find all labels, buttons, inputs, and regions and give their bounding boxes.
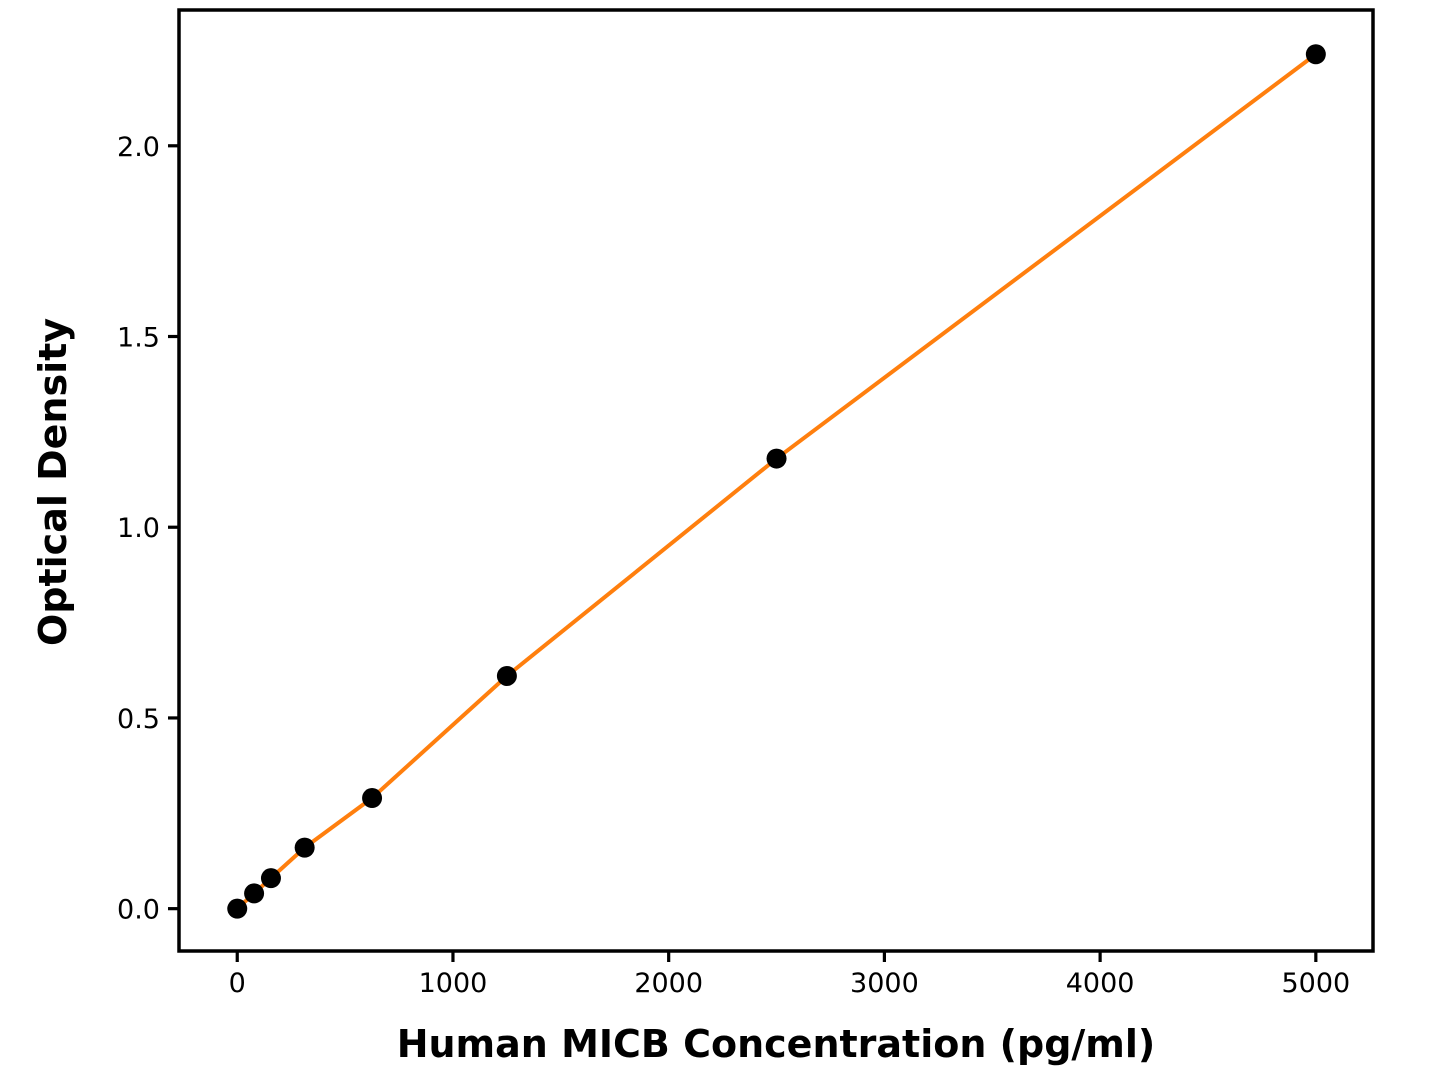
data-point bbox=[766, 448, 787, 469]
y-tick-label: 1.0 bbox=[117, 513, 160, 544]
data-point bbox=[1305, 44, 1326, 65]
data-point bbox=[294, 837, 315, 858]
y-tick-label: 1.5 bbox=[117, 323, 160, 354]
y-axis-label: Optical Density bbox=[31, 318, 75, 646]
x-tick-label: 0 bbox=[229, 968, 246, 999]
standard-curve-line bbox=[235, 52, 1318, 911]
y-tick-label: 0.0 bbox=[117, 895, 160, 926]
data-point bbox=[260, 868, 281, 889]
x-tick-label: 4000 bbox=[1066, 968, 1135, 999]
data-point bbox=[227, 898, 248, 919]
x-axis-label: Human MICB Concentration (pg/ml) bbox=[397, 1022, 1156, 1066]
x-axis: 0 1000 2000 3000 4000 5000 bbox=[229, 951, 1350, 999]
data-point bbox=[244, 883, 265, 904]
data-point bbox=[496, 665, 517, 686]
data-point bbox=[362, 788, 383, 809]
x-tick-label: 2000 bbox=[634, 968, 703, 999]
data-series bbox=[227, 44, 1326, 919]
plot-frame bbox=[177, 8, 1375, 953]
x-tick-label: 3000 bbox=[850, 968, 919, 999]
y-axis: 0.0 0.5 1.0 1.5 2.0 bbox=[117, 132, 179, 926]
x-tick-label: 5000 bbox=[1281, 968, 1350, 999]
y-tick-label: 0.5 bbox=[117, 704, 160, 735]
y-tick-label: 2.0 bbox=[117, 132, 160, 163]
x-tick-label: 1000 bbox=[419, 968, 488, 999]
